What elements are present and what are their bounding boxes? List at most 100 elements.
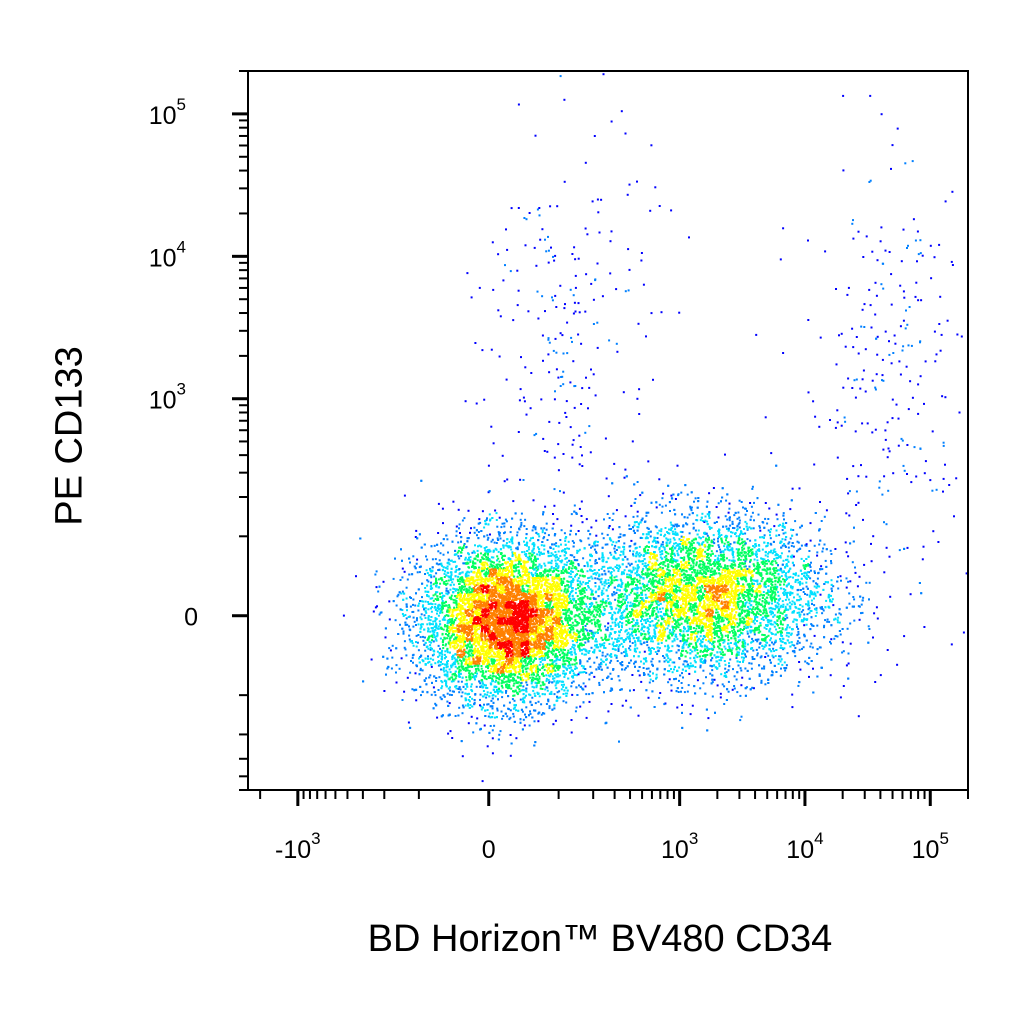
event-point bbox=[445, 684, 448, 687]
event-point bbox=[576, 549, 579, 552]
event-point bbox=[456, 624, 459, 627]
event-point bbox=[461, 597, 464, 600]
event-point bbox=[497, 673, 500, 675]
event-point bbox=[412, 555, 415, 558]
event-point bbox=[570, 576, 573, 579]
event-point bbox=[454, 560, 457, 563]
event-point bbox=[556, 691, 559, 694]
event-point bbox=[481, 780, 484, 783]
event-point bbox=[401, 590, 404, 593]
event-point bbox=[503, 532, 505, 535]
event-point bbox=[431, 627, 434, 629]
event-point bbox=[454, 685, 457, 688]
event-point bbox=[501, 570, 504, 573]
event-point bbox=[500, 651, 503, 653]
event-point bbox=[501, 696, 504, 699]
event-point bbox=[457, 508, 460, 511]
event-point bbox=[391, 656, 394, 659]
event-point bbox=[400, 657, 403, 660]
event-point bbox=[516, 559, 519, 562]
event-point bbox=[480, 596, 483, 599]
event-point bbox=[474, 544, 476, 547]
event-point bbox=[544, 505, 547, 508]
event-point bbox=[453, 690, 455, 693]
event-point bbox=[430, 610, 433, 613]
event-point bbox=[497, 550, 500, 553]
event-point bbox=[476, 633, 479, 636]
event-point bbox=[451, 690, 454, 693]
event-point bbox=[438, 676, 441, 679]
event-point bbox=[554, 630, 557, 633]
event-point bbox=[539, 605, 542, 608]
event-point bbox=[489, 725, 492, 727]
event-point bbox=[490, 667, 493, 670]
event-point bbox=[490, 699, 493, 702]
event-point bbox=[525, 694, 527, 697]
event-point bbox=[548, 591, 551, 594]
event-point bbox=[581, 622, 584, 625]
event-point bbox=[537, 700, 540, 703]
event-point bbox=[521, 551, 524, 554]
event-point bbox=[546, 581, 549, 584]
event-point bbox=[455, 687, 458, 690]
event-point bbox=[457, 588, 460, 591]
event-point bbox=[405, 617, 408, 620]
event-point bbox=[475, 685, 478, 688]
event-point bbox=[503, 667, 506, 669]
event-point bbox=[486, 538, 489, 541]
event-point bbox=[490, 617, 493, 620]
event-point bbox=[525, 582, 528, 585]
event-point bbox=[489, 674, 492, 677]
event-point bbox=[538, 663, 541, 666]
event-point bbox=[492, 694, 495, 696]
event-point bbox=[579, 662, 582, 665]
event-point bbox=[476, 549, 479, 552]
event-point bbox=[483, 526, 486, 529]
event-point bbox=[598, 585, 601, 588]
event-point bbox=[543, 548, 546, 551]
event-point bbox=[398, 667, 401, 670]
event-point bbox=[581, 671, 584, 674]
event-point bbox=[500, 596, 503, 599]
event-point bbox=[552, 664, 555, 667]
event-point bbox=[465, 679, 468, 682]
event-point bbox=[558, 690, 561, 693]
event-point bbox=[467, 583, 470, 586]
event-point bbox=[526, 664, 529, 667]
event-point bbox=[486, 588, 488, 591]
event-point bbox=[533, 629, 536, 632]
event-point bbox=[491, 579, 494, 581]
event-point bbox=[470, 644, 473, 647]
event-point bbox=[407, 721, 410, 724]
event-point bbox=[550, 650, 553, 653]
event-point bbox=[375, 570, 378, 573]
event-point bbox=[553, 693, 556, 696]
event-point bbox=[570, 685, 573, 688]
event-point bbox=[569, 597, 571, 600]
event-point bbox=[470, 649, 473, 652]
event-point bbox=[417, 623, 420, 626]
event-point bbox=[461, 666, 464, 669]
event-point bbox=[459, 607, 462, 610]
event-point bbox=[608, 634, 611, 637]
event-point bbox=[412, 603, 414, 606]
event-point bbox=[565, 607, 568, 610]
event-point bbox=[479, 605, 482, 608]
event-point bbox=[520, 689, 523, 692]
event-point bbox=[534, 606, 537, 609]
event-point bbox=[480, 592, 483, 595]
event-point bbox=[506, 608, 508, 611]
event-point bbox=[532, 590, 535, 593]
event-point bbox=[452, 598, 455, 601]
event-point bbox=[544, 693, 546, 696]
event-point bbox=[375, 586, 378, 589]
event-point bbox=[475, 670, 478, 673]
event-point bbox=[507, 582, 510, 585]
event-point bbox=[526, 620, 529, 623]
event-point bbox=[467, 704, 470, 707]
event-point bbox=[523, 724, 526, 727]
event-point bbox=[388, 618, 391, 621]
event-point bbox=[537, 601, 539, 604]
event-point bbox=[436, 612, 438, 615]
event-point bbox=[593, 675, 596, 678]
